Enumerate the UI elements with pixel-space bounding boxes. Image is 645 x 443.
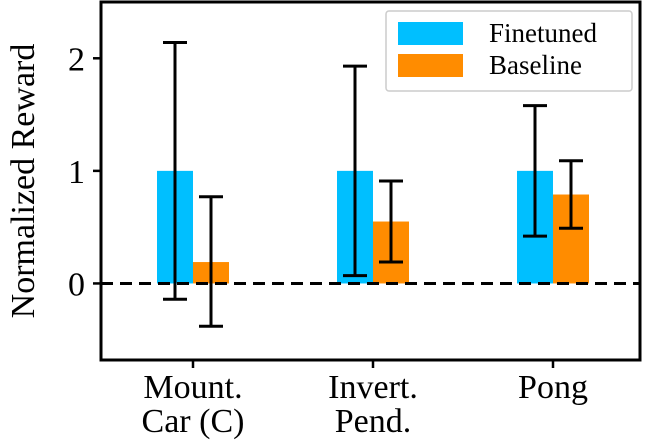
error-bar-baseline-1 bbox=[379, 179, 403, 264]
plot-area bbox=[157, 41, 589, 328]
x-axis: Mount. Car (C) Invert. Pend. Pong bbox=[142, 360, 588, 440]
x-tick-label: Mount. Car (C) bbox=[142, 369, 245, 440]
y-tick-label: 2 bbox=[68, 41, 85, 78]
y-tick-label: 1 bbox=[68, 154, 85, 191]
y-axis-label: Normalized Reward bbox=[5, 44, 42, 319]
error-bar-finetuned-1 bbox=[343, 64, 367, 278]
error-bar-finetuned-2 bbox=[523, 104, 547, 238]
error-bar-baseline-0 bbox=[199, 195, 223, 328]
y-axis: 0 1 2 bbox=[68, 41, 101, 303]
legend-swatch-finetuned bbox=[398, 22, 463, 45]
legend-label-baseline: Baseline bbox=[489, 50, 582, 80]
y-tick-label: 0 bbox=[68, 266, 85, 303]
x-tick-label: Invert. Pend. bbox=[328, 369, 418, 440]
x-tick-label: Pong bbox=[518, 369, 588, 406]
axes-frame bbox=[99, 0, 642, 362]
error-bar-finetuned-0 bbox=[163, 41, 187, 301]
legend-swatch-baseline bbox=[398, 54, 463, 77]
legend-label-finetuned: Finetuned bbox=[489, 18, 597, 48]
error-bar-baseline-2 bbox=[559, 159, 583, 230]
